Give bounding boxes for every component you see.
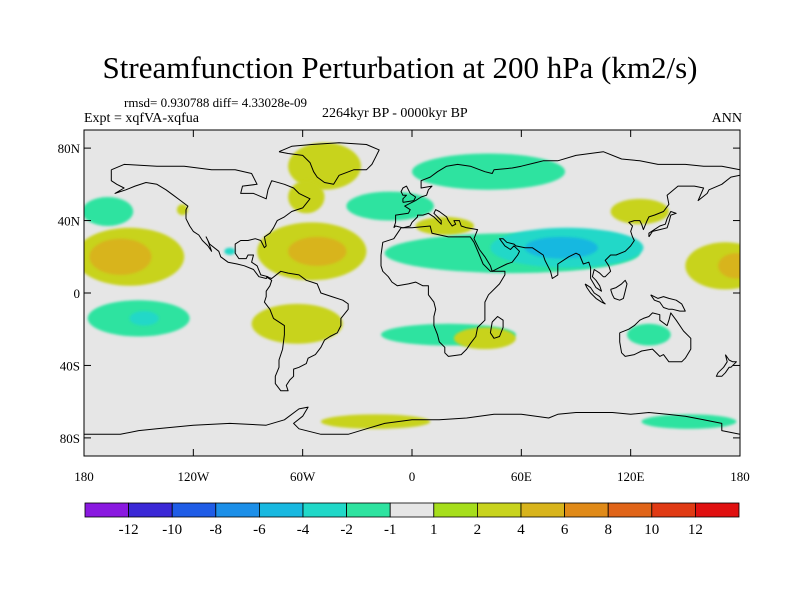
colorbar-label: 2 xyxy=(474,522,482,538)
coastline-north-america xyxy=(110,163,311,279)
anomaly-south-pacific-core xyxy=(129,311,159,326)
colorbar-swatch xyxy=(520,502,565,518)
coastline-britain xyxy=(400,185,417,203)
contour-fields xyxy=(84,142,740,429)
y-tick-label: 40S xyxy=(60,358,80,373)
coastline-antarctica xyxy=(84,406,740,435)
anomaly-north-pacific-west xyxy=(84,197,134,226)
anomaly-mediterranean xyxy=(415,216,474,236)
colorbar-swatch xyxy=(171,502,217,518)
colorbar-swatch xyxy=(215,502,260,518)
coastline-sumatra xyxy=(584,283,606,305)
colorbar-label: 6 xyxy=(561,522,569,538)
period-label: 2264kyr BP - 0000kyr BP xyxy=(322,106,468,121)
x-tick-label: 60E xyxy=(511,469,532,484)
coastline-madagascar xyxy=(489,316,504,339)
anomaly-south-america xyxy=(251,303,343,344)
colorbar-label: -4 xyxy=(297,522,310,538)
coastline-greenland xyxy=(278,142,380,185)
colorbar-label: 12 xyxy=(688,522,703,538)
anomaly-south-asia-inner xyxy=(524,236,598,259)
colorbar xyxy=(84,502,740,518)
x-tick-label: 120W xyxy=(177,469,210,484)
coastlines xyxy=(84,142,740,435)
colorbar-swatch xyxy=(695,502,740,518)
experiment-label: Expt = xqfVA-xqfua xyxy=(84,111,199,126)
colorbar-swatch xyxy=(564,502,609,518)
anomaly-north-pacific-small xyxy=(176,204,188,216)
colorbar-swatch xyxy=(128,502,173,518)
y-axis: 80N 40N 0 40S 80S xyxy=(58,141,740,446)
colorbar-label: -2 xyxy=(340,522,353,538)
x-tick-label: 0 xyxy=(409,469,416,484)
colorbar-label: 1 xyxy=(430,522,438,538)
colorbar-swatch xyxy=(651,502,696,518)
colorbar-swatch xyxy=(607,502,653,518)
anomaly-subtropical-atlantic-core xyxy=(288,236,347,266)
y-tick-label: 80S xyxy=(60,431,80,446)
anomaly-australia xyxy=(627,323,671,346)
colorbar-label: -6 xyxy=(253,522,266,538)
coastline-borneo xyxy=(610,279,628,301)
colorbar-label: -12 xyxy=(119,522,139,538)
x-axis: 180 120W 60W 0 60E 120E 180 xyxy=(74,130,750,484)
colorbar-swatch xyxy=(258,502,304,518)
colorbar-label: 10 xyxy=(644,522,659,538)
coastline-south-america xyxy=(263,270,349,392)
stats-line: rmsd= 0.930788 diff= 4.33028e-09 xyxy=(124,95,308,110)
plot-title: Streamfunction Perturbation at 200 hPa (… xyxy=(102,50,698,85)
coastline-australia xyxy=(619,312,692,363)
colorbar-label: 8 xyxy=(604,522,612,538)
colorbar-swatch xyxy=(389,502,435,518)
x-tick-label: 180 xyxy=(74,469,94,484)
anomaly-west-pacific-east-core xyxy=(718,253,740,279)
y-tick-label: 40N xyxy=(58,214,81,229)
coastline-japan xyxy=(648,211,677,238)
anomaly-caribbean-small xyxy=(224,247,236,255)
anomaly-subtropical-pacific-west-core xyxy=(89,238,152,275)
y-tick-label: 0 xyxy=(74,286,81,301)
colorbar-label: -10 xyxy=(162,522,182,538)
colorbar-swatch xyxy=(346,502,391,518)
x-tick-label: 60W xyxy=(290,469,316,484)
x-tick-label: 120E xyxy=(617,469,645,484)
colorbar-label: -1 xyxy=(384,522,397,538)
coastline-new-guinea xyxy=(650,294,686,312)
anomaly-antarctica-atlantic xyxy=(320,414,431,429)
anomaly-south-africa xyxy=(453,327,516,350)
colorbar-swatch xyxy=(433,502,478,518)
map-background xyxy=(84,130,740,456)
x-tick-label: 180 xyxy=(730,469,750,484)
season-label: ANN xyxy=(711,111,742,126)
colorbar-swatch xyxy=(302,502,347,518)
anomaly-siberia-arctic xyxy=(412,153,566,190)
anomaly-north-atlantic-greenland xyxy=(288,142,361,190)
anomaly-north-atlantic-east xyxy=(346,191,434,221)
y-tick-label: 80N xyxy=(58,141,81,156)
coastline-eurasia xyxy=(393,151,740,292)
colorbar-label: 4 xyxy=(517,522,525,538)
coastline-africa xyxy=(380,225,506,357)
colorbar-labels: -12 -10 -8 -6 -4 -2 -1 1 2 4 6 8 10 12 xyxy=(119,522,703,538)
anomaly-east-asia-north xyxy=(610,198,669,225)
coastline-new-zealand xyxy=(715,354,737,377)
anomaly-west-pacific-east xyxy=(685,242,740,290)
colorbar-label: -8 xyxy=(210,522,223,538)
anomaly-antarctica-pacific xyxy=(641,414,737,429)
colorbar-swatch xyxy=(84,502,129,518)
colorbar-swatch xyxy=(476,502,522,518)
